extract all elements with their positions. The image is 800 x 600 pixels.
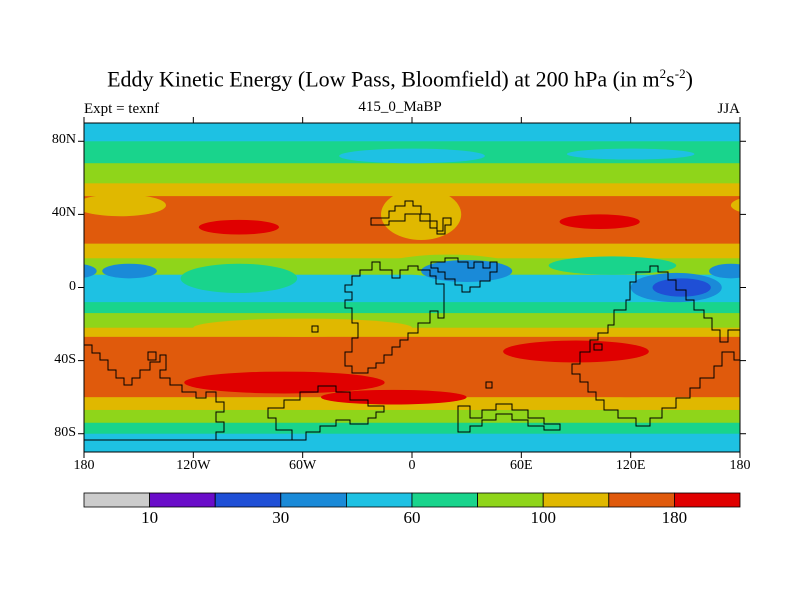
colorbar-box-0 [83, 492, 150, 508]
eke-cell-16 [503, 340, 649, 363]
chart-title: Eddy Kinetic Energy (Low Pass, Bloomfiel… [107, 66, 693, 92]
eke-cell-14 [193, 318, 412, 337]
eke-cell-5 [559, 214, 640, 230]
eke-cell-1 [566, 148, 695, 160]
eke-band-2 [84, 163, 740, 184]
eke-cell-2 [84, 194, 166, 217]
outline-south-america [344, 261, 445, 374]
eke-cell-9 [421, 260, 513, 283]
eke-band-15 [84, 433, 740, 452]
colorbar [83, 492, 741, 508]
x-tick-label-6: 180 [729, 458, 751, 473]
eke-cell-7 [180, 263, 298, 293]
colorbar-box-3 [280, 492, 347, 508]
outline-arabia-india [430, 257, 498, 293]
y-tick-label-2: 0 [69, 278, 76, 294]
season-label: JJA [717, 101, 740, 117]
outline-north-africa-europe [370, 200, 452, 235]
outline-small-island-1 [485, 381, 493, 389]
colorbar-box-7 [542, 492, 610, 508]
colorbar-label-2: 60 [403, 508, 421, 527]
colorbar-label-1: 30 [272, 508, 290, 527]
y-tick-label-3: 40S [54, 351, 76, 367]
colorbar-box-6 [477, 492, 544, 508]
outline-small-island-4 [147, 351, 157, 361]
eke-field [84, 123, 740, 452]
eke-band-14 [84, 422, 740, 435]
y-tick-label-1: 40N [51, 205, 76, 221]
eke-cell-13-wrap [84, 264, 97, 278]
eke-cell-0 [339, 148, 485, 164]
x-tick-label-4: 60E [510, 458, 533, 473]
x-tick-label-0: 180 [73, 458, 95, 473]
colorbar-label-0: 10 [141, 508, 159, 527]
run-id-label: 415_0_MaBP [358, 99, 442, 115]
colorbar-label-4: 180 [661, 508, 688, 527]
eke-band-0 [84, 123, 740, 142]
x-tick-label-5: 120E [615, 458, 646, 473]
eke-cell-8 [548, 256, 677, 275]
y-tick-label-0: 80N [51, 132, 76, 148]
outline-small-island-2 [311, 325, 319, 333]
continent-outlines [84, 200, 740, 441]
axis-ticks [78, 117, 746, 458]
colorbar-box-5 [411, 492, 478, 508]
eke-cell-11 [652, 278, 711, 297]
colorbar-box-8 [608, 492, 675, 508]
eke-cell-4 [198, 219, 279, 235]
x-tick-label-3: 0 [408, 458, 416, 473]
outline-southern-islands [457, 403, 561, 433]
eke-cell-13 [709, 263, 740, 279]
x-tick-label-1: 120W [176, 458, 211, 473]
eke-cell-12 [102, 263, 157, 279]
outline-small-island-3 [593, 343, 603, 351]
eke-band-5 [84, 243, 740, 259]
x-tick-label-2: 60W [289, 458, 317, 473]
eke-cell-2-wrap [730, 198, 740, 212]
colorbar-box-1 [149, 492, 216, 508]
eke-band-8 [84, 302, 740, 314]
outline-africa-south [84, 344, 385, 441]
experiment-label: Expt = texnf [84, 101, 160, 117]
eke-band-9 [84, 313, 740, 329]
eke-cell-17 [320, 389, 467, 405]
y-tick-label-4: 80S [54, 424, 76, 440]
colorbar-box-4 [345, 492, 413, 508]
eke-cell-18 [576, 378, 686, 398]
eke-cell-15 [184, 371, 385, 394]
colorbar-box-9 [674, 492, 741, 508]
outline-australia [571, 265, 740, 427]
colorbar-box-2 [214, 492, 282, 508]
colorbar-label-3: 100 [530, 508, 556, 527]
eke-band-13 [84, 409, 740, 424]
